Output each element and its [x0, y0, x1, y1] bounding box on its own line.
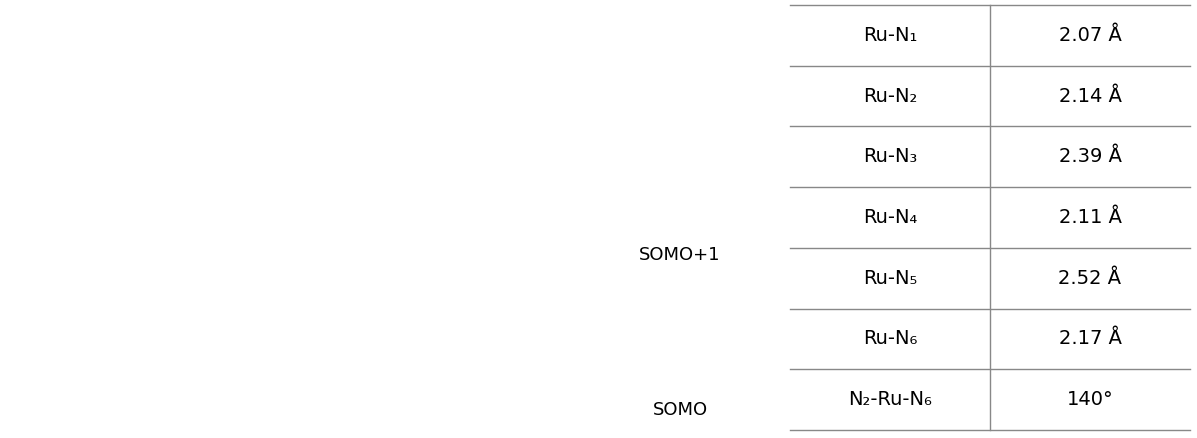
- Text: Ru-N₁: Ru-N₁: [863, 26, 917, 45]
- Text: 2.11 Å: 2.11 Å: [1058, 208, 1122, 227]
- Text: SOMO+1: SOMO+1: [639, 246, 721, 264]
- Text: 140°: 140°: [1067, 390, 1113, 409]
- Text: SOMO: SOMO: [652, 401, 707, 419]
- Text: N₂-Ru-N₆: N₂-Ru-N₆: [847, 390, 932, 409]
- Text: 2.39 Å: 2.39 Å: [1058, 147, 1122, 166]
- Text: Ru-N₄: Ru-N₄: [863, 208, 917, 227]
- Text: 2.14 Å: 2.14 Å: [1058, 87, 1122, 106]
- Text: Ru-N₃: Ru-N₃: [863, 147, 917, 166]
- Text: 2.17 Å: 2.17 Å: [1058, 329, 1122, 348]
- Text: Ru-N₅: Ru-N₅: [863, 269, 917, 288]
- Text: Ru-N₂: Ru-N₂: [863, 87, 917, 106]
- Text: 2.07 Å: 2.07 Å: [1058, 26, 1122, 45]
- Text: 2.52 Å: 2.52 Å: [1058, 269, 1122, 288]
- Text: Ru-N₆: Ru-N₆: [863, 329, 917, 348]
